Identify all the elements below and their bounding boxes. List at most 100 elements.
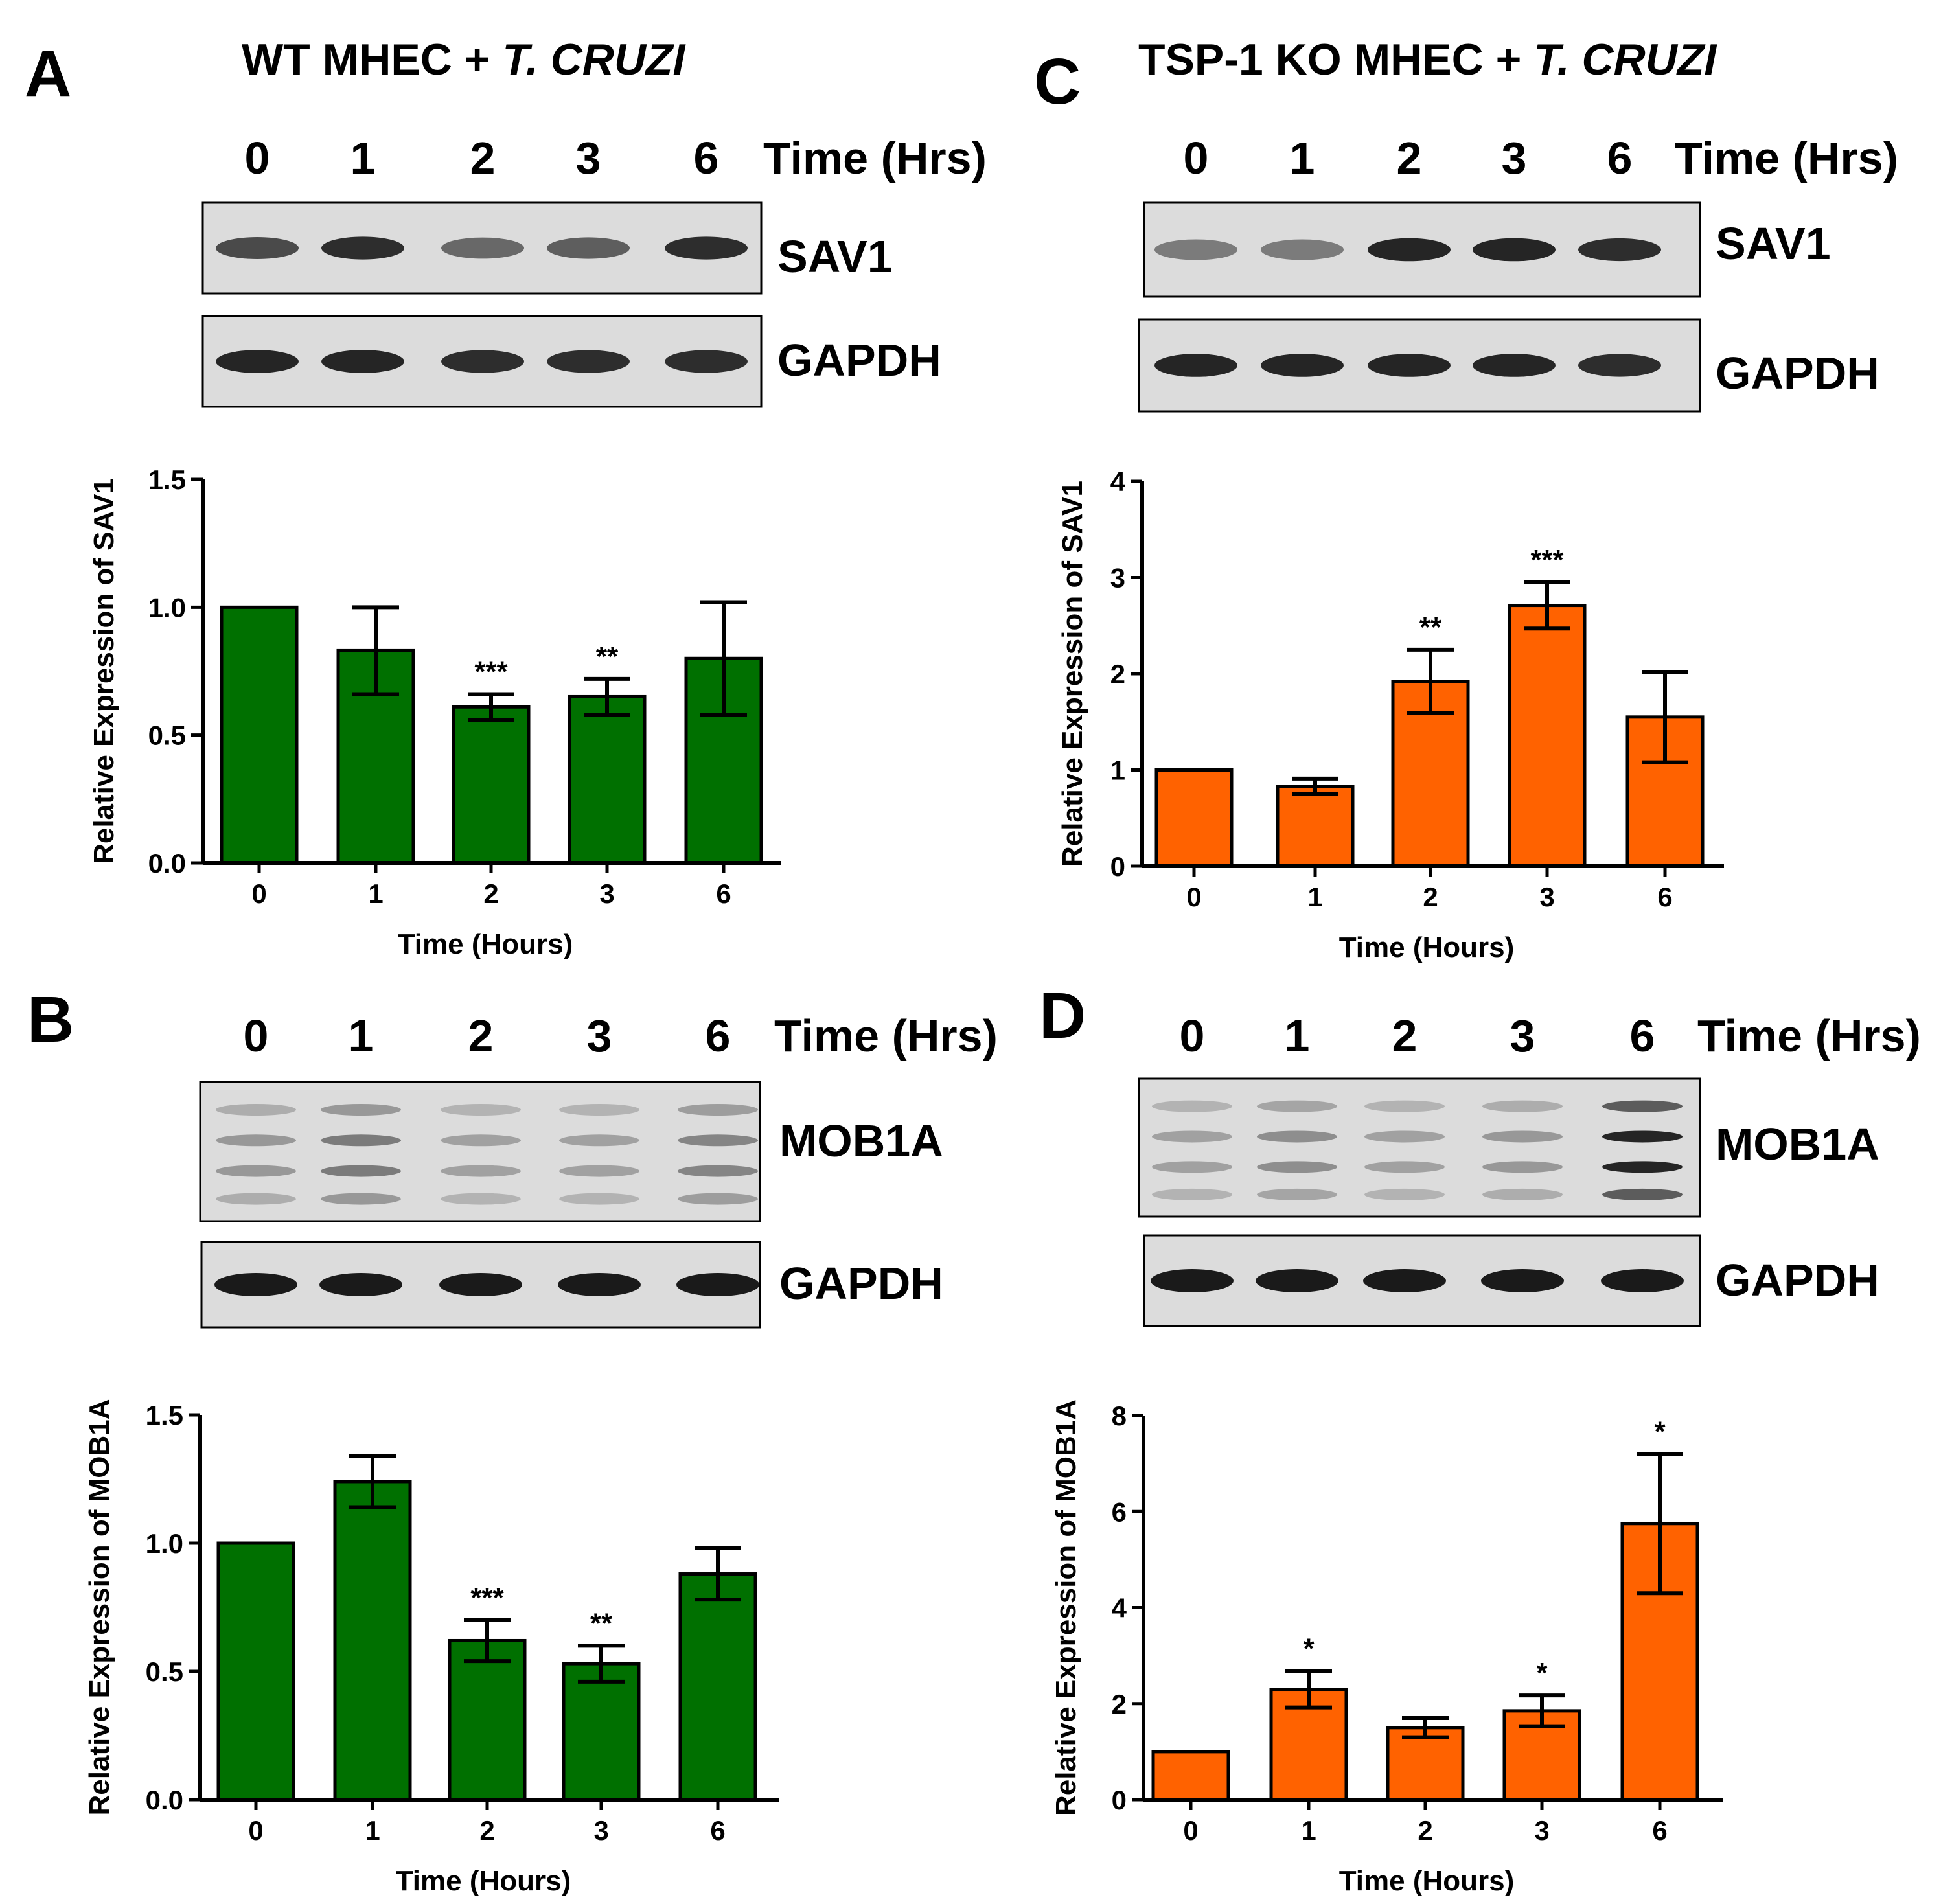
blot-band	[439, 1273, 522, 1296]
y-axis-title: Relative Expression of SAV1	[1057, 481, 1088, 867]
blot-timepoint-label: 6	[1607, 133, 1633, 183]
blot-band	[321, 1165, 401, 1177]
header-wt: WT MHEC + T. CRUZI	[242, 35, 686, 84]
blot-band	[1602, 1100, 1683, 1112]
blot-band	[441, 350, 524, 373]
blot-band	[558, 1273, 641, 1296]
bar	[568, 694, 647, 865]
blot-band	[321, 1104, 401, 1116]
x-tick-label: 2	[1423, 882, 1438, 912]
blot-band	[216, 350, 299, 373]
significance-marker: *	[1536, 1657, 1548, 1689]
significance-marker: ***	[470, 1582, 504, 1614]
bar	[678, 1572, 757, 1802]
blot-band	[1601, 1269, 1684, 1292]
y-tick-label: 1.5	[146, 1400, 183, 1430]
blot-band	[678, 1165, 758, 1177]
blot-band	[1256, 1269, 1338, 1292]
blot-band	[1152, 1100, 1232, 1112]
x-tick-label: 2	[1418, 1815, 1432, 1846]
blot-band	[1363, 1269, 1446, 1292]
bar	[1276, 785, 1355, 868]
significance-marker: *	[1654, 1416, 1666, 1447]
blot-band	[1482, 1161, 1563, 1173]
significance-marker: **	[1419, 612, 1442, 643]
blot-time-axis-label: Time (Hrs)	[1697, 1011, 1921, 1061]
x-tick-label: 6	[1657, 882, 1672, 912]
y-tick-label: 6	[1112, 1497, 1127, 1527]
x-axis-title: Time (Hours)	[1339, 1865, 1515, 1897]
header-ko-organism: T. CRUZI	[1533, 35, 1717, 84]
blot-band	[1154, 354, 1237, 377]
bar	[333, 1480, 412, 1802]
blot-band	[678, 1193, 758, 1205]
blot-band	[665, 350, 748, 373]
blot-timepoint-label: 6	[706, 1011, 731, 1061]
x-tick-label: 0	[251, 878, 266, 909]
blot-band	[1152, 1130, 1232, 1143]
x-tick-label: 1	[368, 878, 383, 909]
blot-band	[1152, 1161, 1232, 1173]
blot-timepoint-label: 1	[1285, 1011, 1310, 1061]
blot-panel-d: 0 1 2 3 6 Time (Hrs) MOB1A GAPDH	[1138, 1011, 1921, 1327]
header-wt-organism: T. CRUZI	[502, 35, 686, 84]
bar	[1386, 1726, 1465, 1802]
header-ko-prefix: TSP-1 KO MHEC +	[1138, 35, 1533, 84]
blot-band	[1473, 354, 1556, 377]
blot-band	[216, 1134, 296, 1147]
x-tick-label: 1	[365, 1815, 380, 1846]
blot-protein-label: GAPDH	[1716, 348, 1879, 398]
blot-band	[1257, 1188, 1337, 1200]
blot-band	[1364, 1161, 1445, 1173]
blot-band	[441, 1134, 521, 1147]
blot-band	[678, 1104, 758, 1116]
blot-band	[1482, 1188, 1563, 1200]
blot-band	[321, 1193, 401, 1205]
blot-band	[1482, 1130, 1563, 1143]
x-axis-title: Time (Hours)	[1339, 932, 1515, 963]
blot-band	[665, 236, 748, 260]
blot-band	[547, 350, 630, 373]
blot-time-axis-label: Time (Hrs)	[774, 1011, 998, 1061]
x-tick-label: 1	[1301, 1815, 1316, 1846]
blot-band	[1602, 1161, 1683, 1173]
y-tick-label: 3	[1110, 563, 1125, 593]
blot-band	[1482, 1100, 1563, 1112]
blot-band	[1364, 1130, 1445, 1143]
blot-band	[319, 1273, 402, 1296]
panel-letter-d: D	[1039, 980, 1086, 1052]
blot-timepoint-label: 0	[245, 133, 270, 183]
y-tick-label: 0	[1110, 851, 1125, 882]
x-tick-label: 3	[1534, 1815, 1549, 1846]
blot-band	[216, 1165, 296, 1177]
blot-timepoint-label: 1	[349, 1011, 374, 1061]
y-tick-label: 4	[1112, 1593, 1127, 1623]
x-tick-label: 0	[1186, 882, 1201, 912]
blot-protein-label: MOB1A	[1716, 1119, 1879, 1169]
blot-timepoint-label: 3	[1502, 133, 1527, 183]
y-tick-label: 8	[1112, 1401, 1127, 1431]
blot-band	[1154, 239, 1237, 260]
blot-band	[214, 1273, 297, 1296]
blot-band	[678, 1134, 758, 1147]
blot-protein-label: SAV1	[777, 231, 893, 282]
blot-timepoint-label: 0	[1184, 133, 1209, 183]
blot-band	[441, 1104, 521, 1116]
blot-protein-label: GAPDH	[1716, 1255, 1879, 1305]
blot-band	[1602, 1130, 1683, 1143]
blot-band	[321, 236, 404, 260]
blot-band	[547, 237, 630, 259]
blot-band	[1257, 1161, 1337, 1173]
bar	[220, 605, 299, 865]
blot-membrane	[199, 1081, 761, 1222]
significance-marker: **	[596, 641, 619, 672]
bar	[448, 1638, 527, 1802]
blot-band	[1261, 354, 1344, 377]
blot-timepoint-label: 6	[694, 133, 719, 183]
blot-band	[559, 1104, 639, 1116]
y-tick-label: 1.0	[146, 1528, 183, 1559]
blot-timepoint-label: 1	[350, 133, 376, 183]
